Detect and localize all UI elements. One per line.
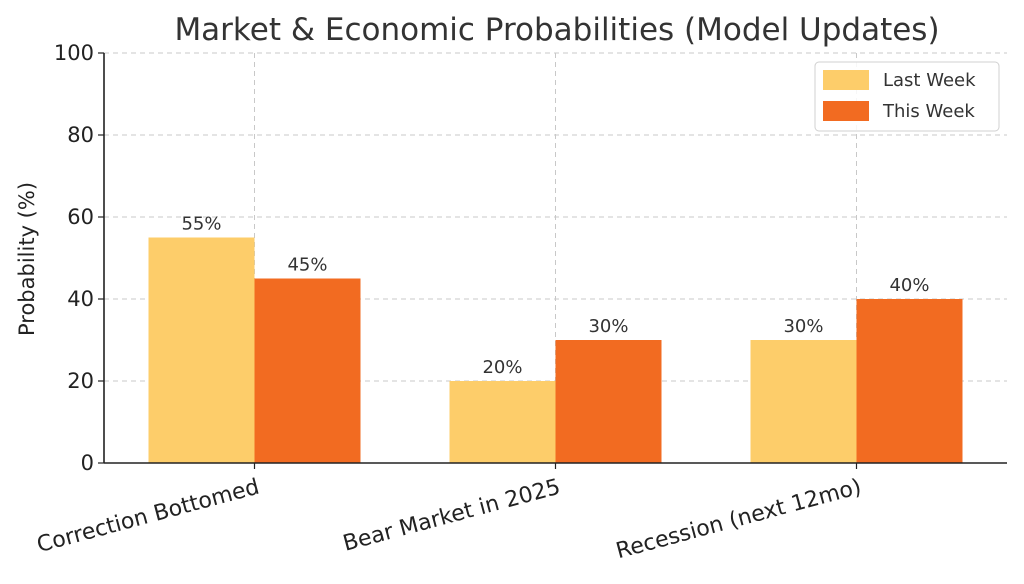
- data-label: 20%: [482, 357, 522, 378]
- bar-this-week: [254, 278, 361, 463]
- y-tick-label: 40: [67, 287, 94, 311]
- y-tick-label: 100: [54, 41, 94, 65]
- data-label: 30%: [588, 316, 628, 337]
- legend-label: This Week: [882, 101, 975, 122]
- x-tick-label: Bear Market in 2025: [340, 475, 563, 557]
- x-tick-label: Correction Bottomed: [34, 475, 262, 558]
- legend: Last Week This Week: [814, 61, 1000, 132]
- bar-last-week: [148, 237, 255, 463]
- y-tick-label: 20: [67, 369, 94, 393]
- data-label: 55%: [181, 214, 221, 235]
- bar-this-week: [856, 299, 963, 463]
- x-tick-label: Recession (next 12mo): [614, 475, 865, 565]
- y-axis-label: Probability (%): [15, 182, 39, 336]
- legend-swatch: [823, 70, 869, 90]
- data-label: 40%: [889, 275, 929, 296]
- data-label: 30%: [783, 316, 823, 337]
- data-label: 45%: [287, 255, 327, 276]
- data-labels: 55% 20% 30% 45% 30% 40%: [181, 214, 929, 379]
- y-tick-label: 60: [67, 205, 94, 229]
- y-tick-label: 80: [67, 123, 94, 147]
- legend-swatch: [823, 101, 869, 121]
- bar-this-week: [555, 340, 662, 463]
- bar-last-week: [449, 381, 556, 463]
- legend-label: Last Week: [883, 70, 976, 91]
- x-ticks: Correction Bottomed Bear Market in 2025 Re…: [34, 463, 864, 564]
- bars: [148, 237, 963, 463]
- chart-title: Market & Economic Probabilities (Model U…: [174, 12, 939, 48]
- bar-last-week: [750, 340, 857, 463]
- y-ticks: 0 20 40 60 80 100: [54, 41, 104, 475]
- y-tick-label: 0: [81, 451, 94, 475]
